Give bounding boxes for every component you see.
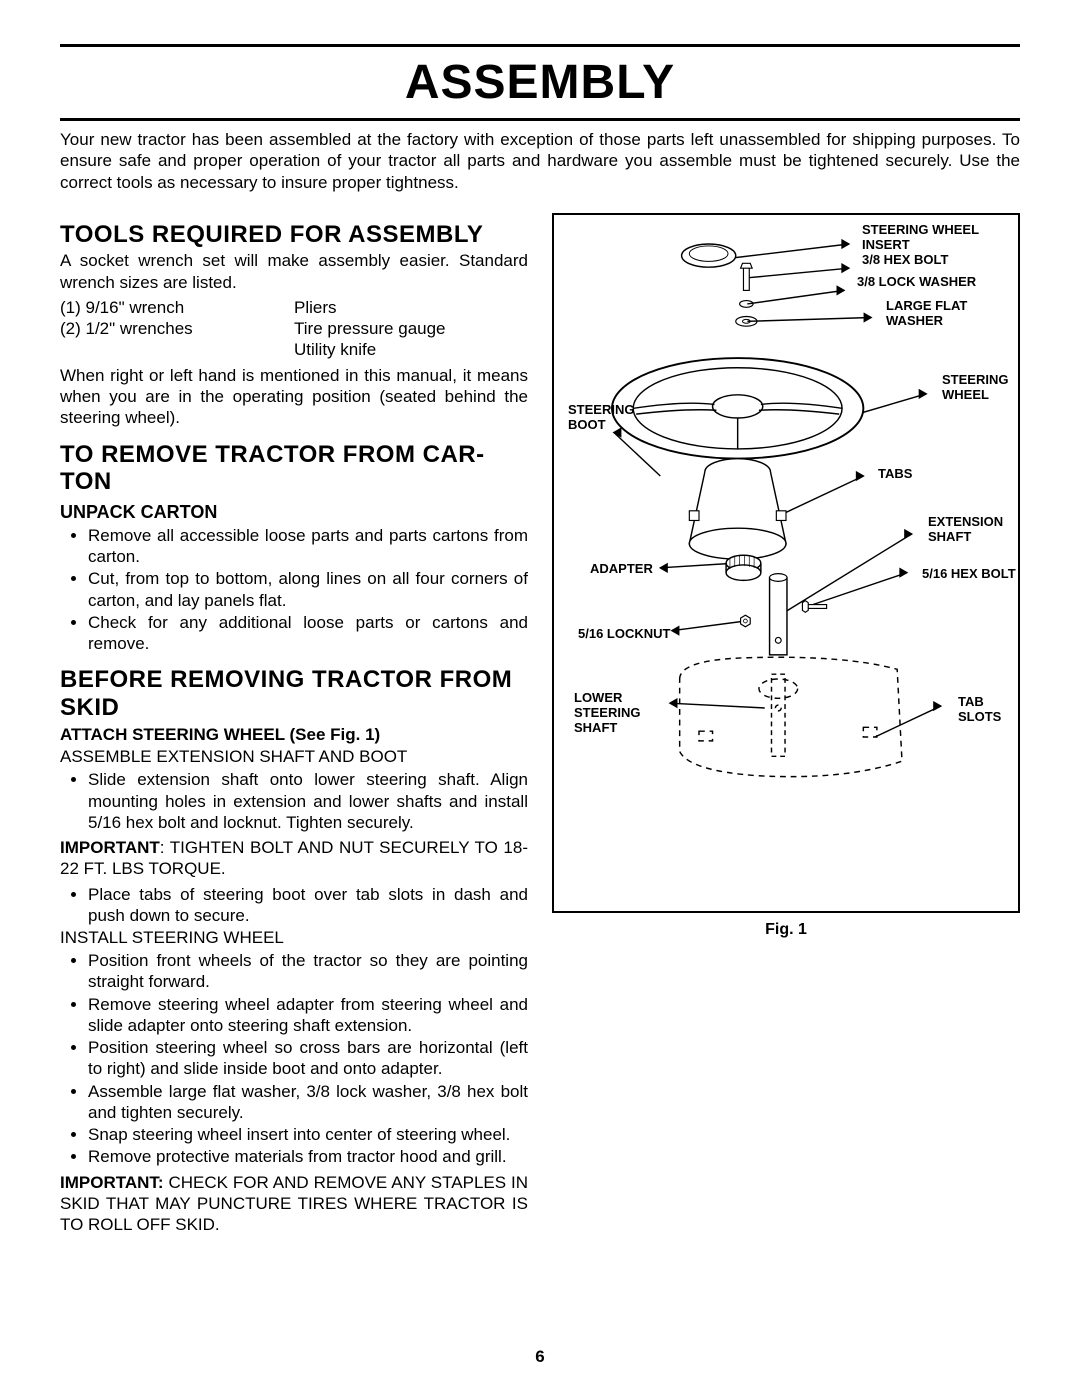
left-column: TOOLS REQUIRED FOR ASSEMBLY A socket wre… xyxy=(60,209,528,1240)
tools-tail: When right or left hand is mentioned in … xyxy=(60,365,528,429)
tools-list: (1) 9/16" wrench (2) 1/2" wrenches Plier… xyxy=(60,297,528,361)
label-large-flat-washer: LARGE FLAT WASHER xyxy=(886,299,996,329)
bullet-item: Remove protective materials from tractor… xyxy=(88,1146,528,1167)
tool-item: (2) 1/2" wrenches xyxy=(60,319,294,339)
unpack-bullets: Remove all accessible loose parts and pa… xyxy=(60,525,528,655)
tools-lead: A socket wrench set will make assembly e… xyxy=(60,250,528,293)
label-tabs: TABS xyxy=(878,467,912,482)
tools-heading: TOOLS REQUIRED FOR ASSEMBLY xyxy=(60,221,528,249)
install-label: INSTALL STEERING WHEEL xyxy=(60,928,528,948)
page-title: ASSEMBLY xyxy=(60,55,1020,110)
assemble-bullets: Slide extension shaft onto lower steerin… xyxy=(60,769,528,833)
bullet-item: Check for any additional loose parts or … xyxy=(88,612,528,655)
label-steering-wheel: STEERING WHEEL xyxy=(942,373,1022,403)
figure-1: STEERING WHEEL INSERT 3/8 HEX BOLT 3/8 L… xyxy=(552,213,1020,913)
tool-item: Tire pressure gauge xyxy=(294,319,528,339)
figure-caption: Fig. 1 xyxy=(552,921,1020,939)
label-38-lock-washer: 3/8 LOCK WASHER xyxy=(857,275,976,290)
label-tab-slots: TAB SLOTS xyxy=(958,695,1018,725)
bullet-item: Assemble large flat washer, 3/8 lock was… xyxy=(88,1081,528,1124)
important-bold: IMPORTANT: xyxy=(60,1173,164,1192)
two-column-layout: TOOLS REQUIRED FOR ASSEMBLY A socket wre… xyxy=(60,209,1020,1240)
label-lower-steering-shaft: LOWER STEERING SHAFT xyxy=(574,691,654,736)
important-torque: IMPORTANT: TIGHTEN BOLT AND NUT SECURELY… xyxy=(60,837,528,880)
tool-item: (1) 9/16" wrench xyxy=(60,298,294,318)
label-38-hex-bolt: 3/8 HEX BOLT xyxy=(862,253,948,268)
before-heading: BEFORE REMOVING TRACTOR FROM SKID xyxy=(60,666,528,721)
right-column: STEERING WHEEL INSERT 3/8 HEX BOLT 3/8 L… xyxy=(552,209,1020,1240)
top-rule xyxy=(60,44,1020,47)
bullet-item: Position steering wheel so cross bars ar… xyxy=(88,1037,528,1080)
assemble-label: ASSEMBLE EXTENSION SHAFT AND BOOT xyxy=(60,747,528,767)
label-extension-shaft: EXTENSION SHAFT xyxy=(928,515,1018,545)
bullet-item: Place tabs of steering boot over tab slo… xyxy=(88,884,528,927)
bullet-item: Remove steering wheel adapter from steer… xyxy=(88,994,528,1037)
bullet-item: Position front wheels of the tractor so … xyxy=(88,950,528,993)
label-516-hex-bolt: 5/16 HEX BOLT xyxy=(922,567,1016,582)
attach-heading: ATTACH STEERING WHEEL (See Fig. 1) xyxy=(60,725,528,745)
post-important-bullets: Place tabs of steering boot over tab slo… xyxy=(60,884,528,927)
install-bullets: Position front wheels of the tractor so … xyxy=(60,950,528,1168)
important-staples: IMPORTANT: CHECK FOR AND REMOVE ANY STAP… xyxy=(60,1172,528,1236)
bullet-item: Slide extension shaft onto lower steerin… xyxy=(88,769,528,833)
unpack-heading: UNPACK CARTON xyxy=(60,502,528,523)
label-516-locknut: 5/16 LOCKNUT xyxy=(578,627,670,642)
remove-heading: TO REMOVE TRACTOR FROM CAR-TON xyxy=(60,441,528,496)
important-bold: IMPORTANT xyxy=(60,838,160,857)
label-adapter: ADAPTER xyxy=(590,562,653,577)
bullet-item: Remove all accessible loose parts and pa… xyxy=(88,525,528,568)
tool-item: Pliers xyxy=(294,298,528,318)
intro-paragraph: Your new tractor has been assembled at t… xyxy=(60,129,1020,193)
bullet-item: Cut, from top to bottom, along lines on … xyxy=(88,568,528,611)
page-number: 6 xyxy=(0,1347,1080,1367)
label-steering-wheel-insert: STEERING WHEEL INSERT xyxy=(862,223,1018,253)
tool-item: Utility knife xyxy=(294,340,528,360)
bullet-item: Snap steering wheel insert into center o… xyxy=(88,1124,528,1145)
label-steering-boot: STEERING BOOT xyxy=(568,403,648,433)
tools-right-col: Pliers Tire pressure gauge Utility knife xyxy=(294,297,528,361)
tools-left-col: (1) 9/16" wrench (2) 1/2" wrenches xyxy=(60,297,294,361)
title-rule xyxy=(60,118,1020,121)
